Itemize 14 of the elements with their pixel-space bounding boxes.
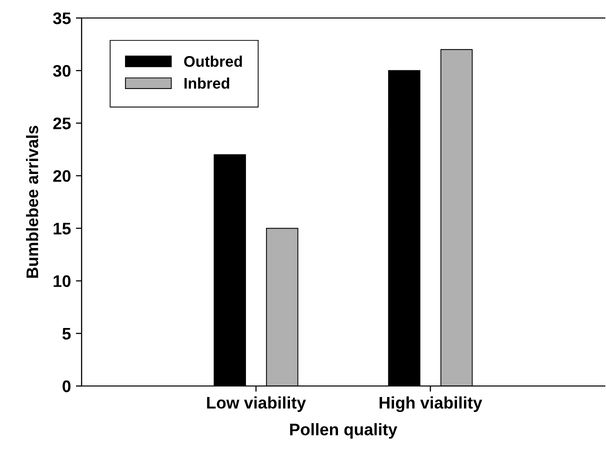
y-tick-label: 25 <box>53 118 71 130</box>
x-axis-title: Pollen quality <box>290 423 398 439</box>
y-tick-label: 15 <box>54 222 71 234</box>
y-tick-label: 20 <box>53 170 70 182</box>
y-tick-label: 5 <box>62 328 71 340</box>
y-axis-title: Bumblebee arrivals <box>26 126 38 278</box>
y-tick-label: 0 <box>62 380 70 392</box>
legend-label: Outbred <box>184 56 242 67</box>
x-tick-label: High viability <box>380 396 482 412</box>
y-tick-label: 10 <box>54 275 70 288</box>
x-tick-label: Low viability <box>207 396 306 412</box>
y-tick-label: 35 <box>53 12 71 24</box>
legend-label: Inbred <box>184 78 230 89</box>
y-tick-label: 30 <box>53 64 70 77</box>
